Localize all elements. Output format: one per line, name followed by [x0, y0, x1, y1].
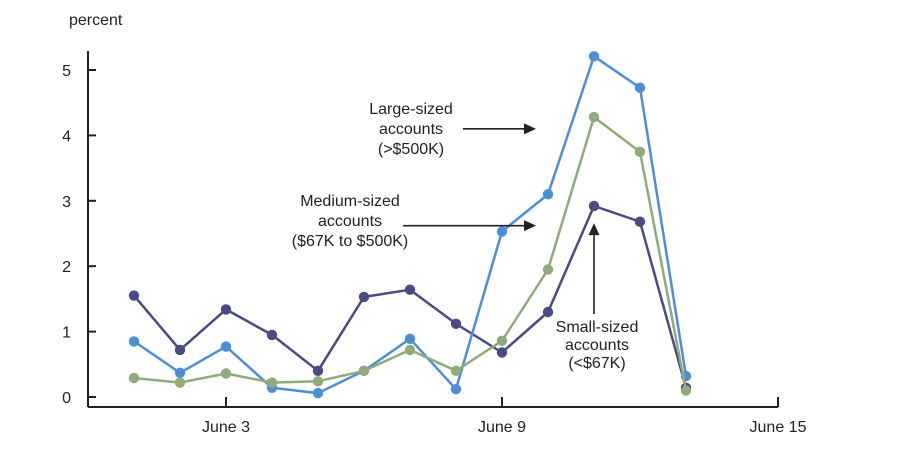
y-tick-label: 2: [62, 259, 71, 276]
x-tick-label: June 15: [750, 419, 807, 436]
data-point-small: [128, 290, 140, 301]
data-point-medium: [312, 376, 324, 387]
annotation-text-medium: Medium-sized: [300, 193, 400, 210]
annotation-arrowhead: [588, 223, 600, 236]
data-point-large: [542, 189, 554, 200]
data-point-large: [450, 384, 462, 395]
annotation-text-small: (<$67K): [568, 355, 625, 372]
data-point-medium: [542, 264, 554, 275]
y-tick-label: 0: [62, 390, 71, 407]
annotation-text-small: Small-sized: [556, 319, 639, 336]
data-point-medium: [450, 365, 462, 376]
y-tick-label: 5: [62, 63, 71, 80]
data-point-medium: [496, 335, 508, 346]
y-tick-label: 1: [62, 325, 71, 342]
data-point-small: [404, 284, 416, 295]
data-point-medium: [404, 344, 416, 356]
data-point-large: [404, 333, 416, 344]
data-point-small: [220, 304, 232, 315]
annotation-text-large: accounts: [379, 121, 443, 138]
data-point-large: [496, 226, 508, 237]
data-point-medium: [358, 365, 370, 376]
data-point-medium: [680, 385, 692, 396]
annotation-text-medium: accounts: [318, 213, 382, 230]
data-point-small: [496, 347, 508, 358]
data-point-medium: [634, 146, 646, 157]
annotation-text-large: (>$500K): [378, 141, 444, 158]
annotation-text-large: Large-sized: [369, 101, 453, 118]
data-point-medium: [174, 377, 186, 388]
data-point-small: [588, 200, 600, 212]
y-axis-unit-label: percent: [69, 12, 123, 29]
data-point-small: [312, 365, 324, 376]
annotation-text-medium: ($67K to $500K): [292, 233, 409, 250]
data-point-large: [174, 367, 186, 378]
x-tick-label: June 9: [478, 419, 526, 436]
data-point-medium: [128, 372, 140, 384]
y-tick-label: 3: [62, 194, 71, 211]
series-layer: [128, 51, 692, 399]
annotation-text-small: accounts: [565, 337, 629, 354]
annotation-arrowhead: [524, 123, 536, 135]
data-point-large: [128, 336, 140, 347]
x-tick-label: June 3: [202, 419, 250, 436]
data-point-small: [450, 318, 462, 329]
annotation-arrowhead: [524, 220, 536, 232]
data-point-large: [220, 341, 232, 352]
data-point-small: [266, 329, 278, 341]
data-point-large: [634, 82, 646, 93]
data-point-small: [358, 291, 370, 303]
data-point-small: [174, 344, 186, 356]
data-point-medium: [220, 368, 232, 379]
data-point-medium: [266, 377, 278, 388]
annotation-layer: Large-sized accounts (>$500K) Medium-sized a…: [292, 101, 639, 372]
data-point-medium: [588, 111, 600, 123]
data-point-small: [542, 306, 554, 318]
data-point-large: [588, 51, 600, 62]
data-point-small: [634, 216, 646, 227]
data-point-large: [312, 387, 324, 399]
y-tick-label: 4: [62, 128, 71, 145]
axes: 0 1 2 3 4 5 June 3 June 9 June 15: [62, 51, 807, 436]
